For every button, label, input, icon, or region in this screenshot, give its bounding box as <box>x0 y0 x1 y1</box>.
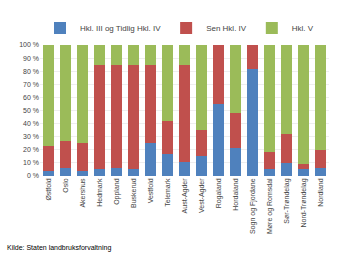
svg-text:Rogaland: Rogaland <box>215 178 223 208</box>
svg-text:90 %: 90 % <box>23 55 39 62</box>
svg-text:Kilde: Staten landbruksforvalt: Kilde: Staten landbruksforvaltning <box>7 244 111 252</box>
svg-text:Hkl. III og Tidlig Hkl. IV: Hkl. III og Tidlig Hkl. IV <box>80 24 161 33</box>
svg-text:Sør-Trøndelag: Sør-Trøndelag <box>283 178 291 223</box>
svg-text:Hkl. V: Hkl. V <box>292 24 314 33</box>
svg-text:Aust-Agder: Aust-Agder <box>181 178 189 214</box>
svg-text:Buskerud: Buskerud <box>130 178 137 208</box>
svg-text:Oppland: Oppland <box>113 178 121 205</box>
svg-text:80 %: 80 % <box>23 68 39 75</box>
svg-text:70 %: 70 % <box>23 81 39 88</box>
svg-text:60 %: 60 % <box>23 94 39 101</box>
svg-text:50 %: 50 % <box>23 107 39 114</box>
svg-text:20 %: 20 % <box>23 146 39 153</box>
svg-text:Nordland: Nordland <box>317 178 324 207</box>
svg-text:Telemark: Telemark <box>164 178 171 207</box>
svg-text:10 %: 10 % <box>23 159 39 166</box>
svg-text:Oslo: Oslo <box>62 178 69 193</box>
svg-text:Vest-Agder: Vest-Agder <box>198 178 206 213</box>
svg-text:Østfold: Østfold <box>45 178 52 200</box>
svg-text:Nord-Trøndelag: Nord-Trøndelag <box>300 178 308 227</box>
svg-text:30 %: 30 % <box>23 133 39 140</box>
svg-text:Sogn og Fjordane: Sogn og Fjordane <box>249 178 257 234</box>
svg-text:Akershus: Akershus <box>79 178 86 208</box>
svg-text:0 %: 0 % <box>27 172 39 179</box>
svg-text:Sen Hkl. IV: Sen Hkl. IV <box>206 24 247 33</box>
svg-text:40 %: 40 % <box>23 120 39 127</box>
svg-text:Vestfold: Vestfold <box>147 178 154 203</box>
svg-text:Hedmark: Hedmark <box>96 178 103 207</box>
svg-text:Hordaland: Hordaland <box>232 178 239 210</box>
svg-text:100 %: 100 % <box>19 41 39 48</box>
svg-text:Møre og Romsdal: Møre og Romsdal <box>266 178 274 234</box>
